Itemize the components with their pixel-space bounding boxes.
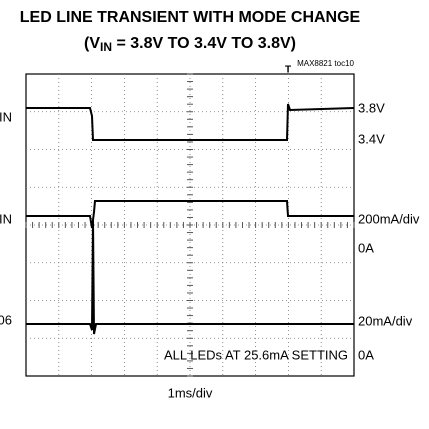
left-label: IN — [0, 211, 12, 226]
subtitle-rest: = 3.8V TO 3.4V TO 3.8V) — [112, 35, 296, 52]
subtitle-sub: IN — [100, 40, 112, 54]
trigger-marker: T — [285, 65, 291, 76]
annotation: ALL LEDs AT 25.6mA SETTING — [164, 347, 348, 362]
right-label: 20mA/div — [358, 313, 413, 328]
title: LED LINE TRANSIENT WITH MODE CHANGE — [20, 9, 361, 26]
grid — [25, 73, 355, 377]
left-label: IN — [0, 109, 12, 124]
trace-iin — [26, 200, 354, 229]
subtitle: (VIN = 3.8V TO 3.4V TO 3.8V) — [84, 35, 296, 54]
x-scale: 1ms/div — [168, 385, 213, 400]
trace-vin — [26, 103, 355, 141]
right-label: 200mA/div — [358, 211, 420, 226]
subtitle-prefix: (V — [84, 35, 100, 52]
right-label: 3.4V — [358, 131, 385, 146]
right-label: 3.8V — [358, 100, 385, 115]
left-label: 06 — [0, 312, 12, 327]
screen — [25, 73, 355, 377]
right-label: 0A — [358, 240, 374, 255]
tag: MAX8821 toc10 — [297, 59, 354, 68]
trace-iled — [26, 219, 354, 335]
right-label: 0A — [358, 347, 374, 362]
